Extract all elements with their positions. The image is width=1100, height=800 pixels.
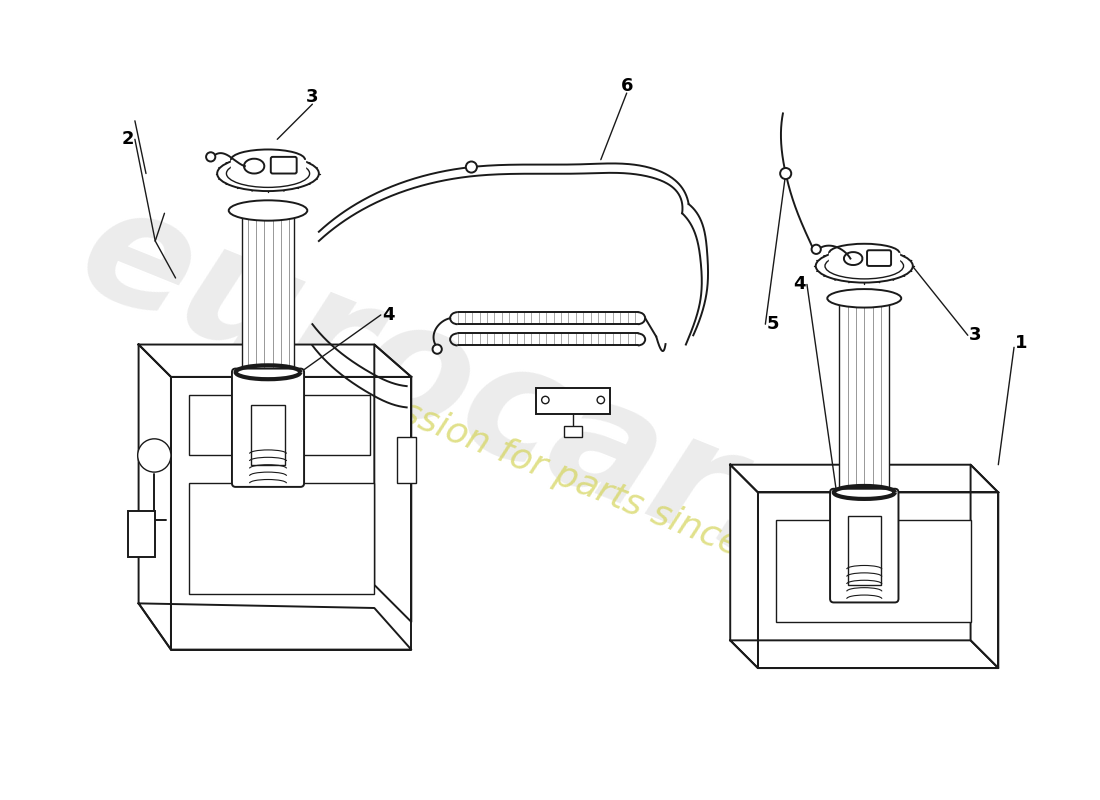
Bar [189, 395, 370, 455]
Bar [848, 515, 881, 585]
Circle shape [138, 439, 170, 472]
Ellipse shape [816, 250, 913, 282]
Ellipse shape [829, 244, 900, 262]
Polygon shape [730, 465, 999, 493]
Polygon shape [231, 160, 305, 174]
Text: 3: 3 [969, 326, 981, 344]
Circle shape [206, 152, 216, 162]
Text: 1: 1 [1015, 334, 1027, 352]
Polygon shape [139, 345, 170, 650]
FancyBboxPatch shape [830, 489, 899, 602]
Polygon shape [730, 465, 758, 668]
Circle shape [812, 245, 821, 254]
Circle shape [541, 396, 549, 404]
Ellipse shape [229, 200, 307, 221]
Polygon shape [829, 253, 900, 266]
Text: 2: 2 [121, 130, 134, 148]
Circle shape [465, 162, 477, 173]
Polygon shape [139, 603, 411, 650]
Text: eurocars: eurocars [59, 171, 847, 610]
Bar [189, 483, 374, 594]
Ellipse shape [825, 253, 903, 279]
Text: 5: 5 [767, 315, 779, 333]
FancyBboxPatch shape [867, 250, 891, 266]
Polygon shape [139, 345, 411, 377]
Bar [839, 294, 889, 493]
Polygon shape [758, 493, 999, 668]
Ellipse shape [231, 150, 305, 170]
Bar [397, 437, 416, 483]
Circle shape [780, 168, 791, 179]
Text: 3: 3 [306, 88, 319, 106]
Bar [128, 511, 155, 557]
Text: a passion for parts since 1985: a passion for parts since 1985 [323, 365, 842, 602]
Polygon shape [374, 345, 411, 622]
FancyBboxPatch shape [271, 157, 297, 174]
FancyBboxPatch shape [232, 369, 304, 487]
Bar [536, 388, 610, 414]
Text: 4: 4 [382, 306, 395, 324]
Ellipse shape [827, 289, 901, 307]
Bar [564, 426, 582, 437]
Bar [252, 405, 285, 465]
Polygon shape [730, 640, 999, 668]
Text: 6: 6 [620, 77, 632, 94]
Text: 4: 4 [793, 275, 806, 294]
Circle shape [597, 396, 605, 404]
Ellipse shape [217, 156, 319, 191]
Circle shape [432, 345, 442, 354]
Bar [777, 520, 970, 622]
FancyArrow shape [169, 674, 342, 709]
Bar [242, 210, 294, 372]
Ellipse shape [227, 160, 309, 187]
Polygon shape [170, 377, 411, 650]
Polygon shape [970, 465, 999, 668]
